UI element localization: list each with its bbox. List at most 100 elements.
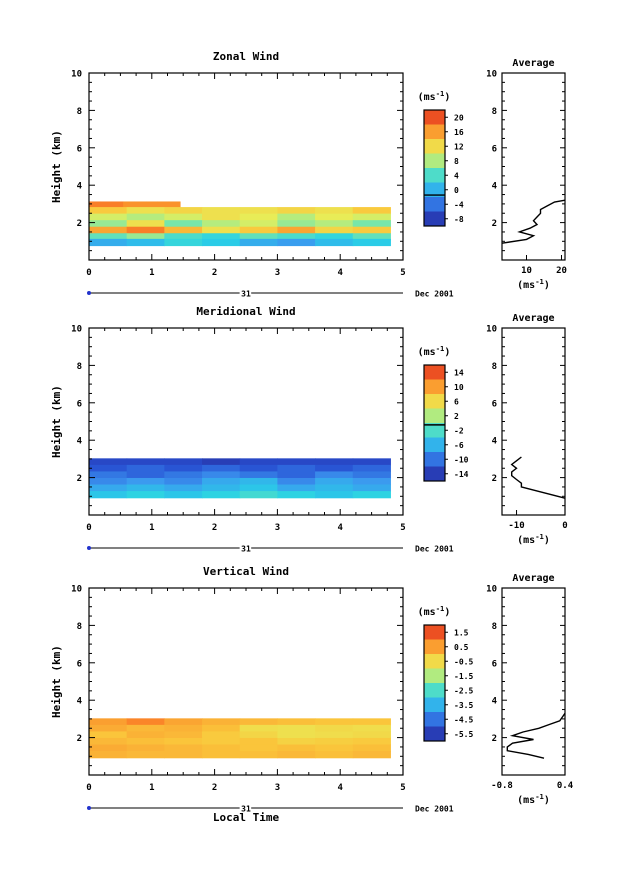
colorbar-band [424,697,445,713]
heatmap-cell [277,226,316,234]
x-tick-label: 3 [275,268,280,278]
y-tick-label: 10 [71,325,82,335]
colorbar-band [424,423,445,438]
profile-y-tick-label: 8 [492,107,497,117]
colorbar-unit: (ms-1) [418,604,451,619]
heatmap-cell [157,201,170,209]
heatmap-cell [202,238,241,247]
y-tick-label: 2 [77,734,82,744]
heatmap-cell [89,737,128,746]
heatmap-cell [164,464,203,473]
heatmap-cell [89,731,128,739]
colorbar-tick-label: -6 [454,441,464,450]
heatmap-cell [164,744,203,752]
heatmap-cell [277,464,316,473]
colorbar-band [424,466,445,482]
profile-unit: (ms-1) [517,792,550,807]
colorbar-band [424,712,445,727]
profile-y-tick-label: 6 [492,144,497,154]
heatmap-cell [126,731,165,739]
heatmap-cell [89,207,128,215]
heatmap-cell [89,220,128,228]
profile-line [506,712,566,759]
heatmap-cell [315,491,354,499]
heatmap-cell [164,731,203,739]
x-tick-label: 5 [400,783,405,793]
heatmap-cell [277,718,316,726]
profile-y-tick-label: 10 [486,70,497,80]
colorbar-tick-label: 14 [454,368,464,377]
heatmap-cell [352,220,391,228]
heatmap-cell [202,220,241,228]
heatmap-cell [277,458,316,466]
heatmap-cell [277,220,316,228]
heatmap-cell [202,737,241,746]
x-tick-label: 1 [149,523,154,533]
y-tick-label: 2 [77,219,82,229]
heatmap-cell [145,201,158,209]
heatmap-cell [89,718,128,726]
heatmap-cell [202,724,241,733]
colorbar-band [424,654,445,669]
heatmap-cell [164,718,203,726]
heatmap-cell [126,226,165,234]
x-tick-label: 2 [212,783,217,793]
heatmap-cell [126,491,165,499]
profile-y-tick-label: 4 [492,437,498,447]
heatmap-cell [277,731,316,739]
heatmap-cell [164,724,203,733]
heatmap-cell [126,477,165,486]
heatmap-cell [315,731,354,739]
y-tick-label: 2 [77,474,82,484]
colorbar-unit: (ms-1) [418,344,451,359]
profile-y-tick-label: 8 [492,362,497,372]
date-marker [87,291,91,295]
y-tick-label: 6 [77,659,82,669]
date-day: 31 [241,545,251,554]
heatmap-cell [277,484,316,492]
heatmap-cell [202,233,241,241]
colorbar-tick-label: -1.5 [454,672,473,681]
heatmap-cell [89,233,128,241]
colorbar-band [424,110,445,125]
date-label: Dec 2001 [415,290,454,299]
heatmap-cell [239,458,278,466]
profile-y-tick-label: 2 [492,474,497,484]
heatmap-cell [202,744,241,752]
x-tick-label: 2 [212,268,217,278]
heatmap-cell [239,491,278,499]
heatmap-cell [134,201,147,209]
heatmap-cell [239,744,278,752]
colorbar-tick-label: -0.5 [454,657,473,666]
heatmap-cell [277,744,316,752]
y-tick-label: 4 [77,437,83,447]
heatmap-cell [164,233,203,241]
profile-x-tick-label: -10 [508,521,524,531]
colorbar-band [424,153,445,169]
colorbar-band [424,452,445,467]
heatmap-cell [202,213,241,221]
colorbar-band [424,625,445,640]
heatmap-cell [100,201,113,209]
profile-y-tick-label: 4 [492,697,498,707]
profile-y-tick-label: 8 [492,622,497,632]
x-tick-label: 5 [400,523,405,533]
colorbar-tick-label: 6 [454,397,459,406]
heatmap-cell [111,201,124,209]
heatmap-cell [126,464,165,473]
date-marker [87,546,91,550]
y-tick-label: 4 [77,182,83,192]
heatmap-cell [239,731,278,739]
x-tick-label: 1 [149,268,154,278]
heatmap-cell [352,477,391,486]
heatmap-cell [277,207,316,215]
colorbar-frame [423,109,446,227]
profile-y-tick-label: 2 [492,219,497,229]
colorbar-band [424,379,445,395]
colorbar-tick-label: 0 [454,186,459,195]
heatmap-cell [126,744,165,752]
heatmap-cell [277,477,316,486]
profile-y-tick-label: 6 [492,659,497,669]
colorbar-frame [423,624,446,742]
x-tick-label: 4 [337,268,343,278]
